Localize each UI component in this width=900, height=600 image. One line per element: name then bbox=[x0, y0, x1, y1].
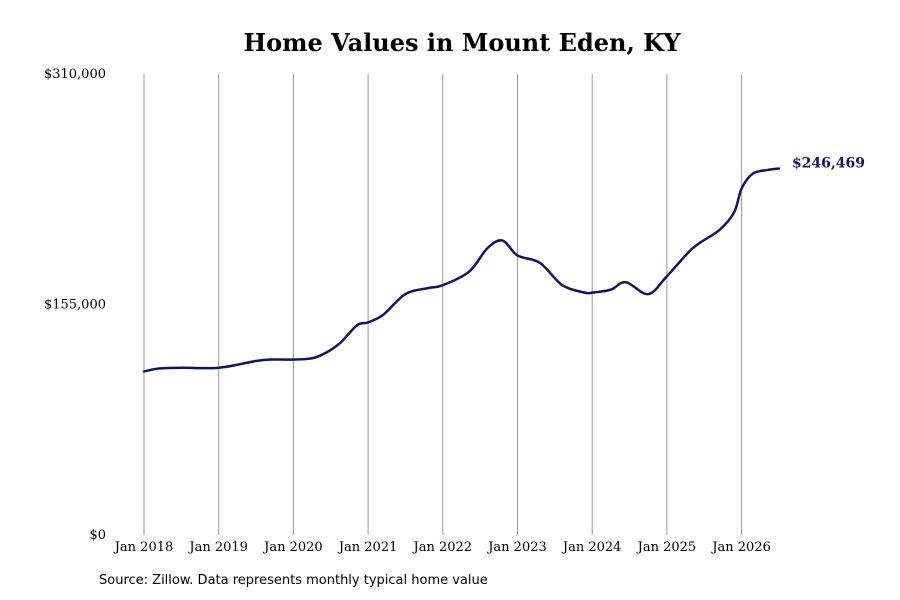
vertical-gridlines bbox=[143, 74, 743, 535]
x-tick-label: Jan 2022 bbox=[412, 540, 473, 555]
y-tick-label: $155,000 bbox=[44, 298, 106, 313]
y-tick-label: $310,000 bbox=[44, 67, 106, 82]
x-tick-label: Jan 2020 bbox=[262, 540, 323, 555]
chart-title: Home Values in Mount Eden, KY bbox=[243, 28, 681, 57]
x-tick-label: Jan 2024 bbox=[561, 540, 622, 555]
x-tick-label: Jan 2025 bbox=[636, 540, 697, 555]
source-note: Source: Zillow. Data represents monthly … bbox=[99, 573, 488, 588]
x-tick-label: Jan 2018 bbox=[113, 540, 174, 555]
x-tick-label: Jan 2019 bbox=[187, 540, 248, 555]
x-tick-label: Jan 2021 bbox=[337, 540, 398, 555]
latest-value-label: $246,469 bbox=[792, 155, 865, 171]
x-axis-tick-labels: Jan 2018 Jan 2019 Jan 2020 Jan 2021 Jan 2022… bbox=[113, 540, 771, 555]
x-tick-label: Jan 2026 bbox=[710, 540, 771, 555]
y-axis-tick-labels: $0 $155,000 $310,000 bbox=[44, 67, 106, 543]
x-tick-label: Jan 2023 bbox=[486, 540, 547, 555]
y-tick-label: $0 bbox=[89, 528, 106, 543]
home-value-series-line bbox=[142, 167, 781, 373]
